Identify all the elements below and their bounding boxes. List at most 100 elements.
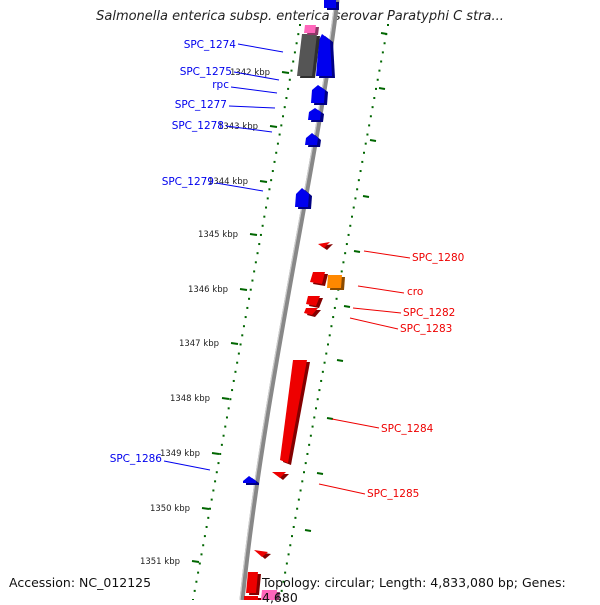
ruler-dot bbox=[297, 33, 300, 36]
length-label: Length: bbox=[378, 575, 427, 590]
feature-body bbox=[310, 272, 325, 284]
feature-body bbox=[280, 360, 307, 463]
ruler-dot bbox=[251, 279, 254, 282]
gene-label-reverse[interactable]: SPC_1280 bbox=[412, 252, 464, 264]
ruler-dot bbox=[315, 407, 317, 410]
outer-tick-mark bbox=[343, 305, 351, 308]
accession-value: NC_012125 bbox=[79, 575, 152, 590]
ruler-dot bbox=[380, 60, 383, 63]
ruler-dot bbox=[219, 452, 222, 455]
ruler-dot bbox=[333, 306, 336, 309]
ruler-dot bbox=[327, 343, 329, 346]
gene-arrow-top[interactable] bbox=[324, 0, 339, 10]
accession-label: Accession: bbox=[9, 575, 76, 590]
gene-arrow-spc-1283[interactable] bbox=[304, 308, 321, 317]
kbp-tick-label: 1349 kbp bbox=[160, 449, 200, 459]
ruler-dot bbox=[292, 60, 295, 63]
feature-body bbox=[318, 242, 330, 248]
gene-arrow-spc-1284[interactable] bbox=[280, 360, 310, 465]
ruler-dot bbox=[208, 507, 211, 510]
ruler-dot bbox=[363, 151, 365, 154]
ruler-dot bbox=[215, 471, 218, 474]
outer-tick-mark bbox=[353, 250, 361, 253]
gene-label-forward[interactable]: SPC_1274 bbox=[184, 39, 237, 51]
ruler-dot bbox=[236, 361, 239, 364]
gene-arrow-bottom[interactable] bbox=[246, 572, 261, 595]
kbp-tick-mark bbox=[249, 233, 258, 236]
ruler-dot bbox=[357, 179, 360, 182]
gene-arrow-spc-1282[interactable] bbox=[306, 296, 323, 308]
gene-label-forward[interactable]: SPC_1279 bbox=[162, 176, 214, 188]
gene-arrow-spc-1277[interactable] bbox=[308, 108, 324, 122]
ruler-dot bbox=[283, 106, 286, 109]
ruler-dot bbox=[210, 498, 213, 501]
gene-label-forward[interactable]: SPC_1275 bbox=[180, 66, 232, 78]
gene-label-reverse[interactable]: SPC_1283 bbox=[400, 323, 452, 335]
feature-body bbox=[244, 596, 258, 600]
gene-arrow-lower[interactable] bbox=[254, 550, 271, 559]
gene-label-forward[interactable]: SPC_1277 bbox=[175, 99, 227, 111]
outer-tick-mark bbox=[362, 195, 370, 198]
ruler-dot bbox=[231, 389, 234, 392]
ruler-dot bbox=[207, 516, 210, 519]
leader-line bbox=[237, 43, 284, 53]
ruler-dot bbox=[200, 553, 203, 556]
gene-arrow-cro[interactable] bbox=[327, 275, 345, 290]
gene-label-reverse[interactable]: SPC_1282 bbox=[403, 307, 455, 319]
gene-arrow-spc-1280[interactable] bbox=[318, 242, 333, 250]
ruler-dot bbox=[217, 462, 220, 465]
feature-body bbox=[272, 472, 286, 478]
kbp-tick-label: 1346 kbp bbox=[188, 285, 228, 295]
ruler-dot bbox=[276, 142, 279, 145]
gene-label-forward[interactable]: SPC_1278 bbox=[172, 120, 224, 132]
feature-body bbox=[297, 34, 317, 76]
ruler-dot bbox=[202, 544, 205, 547]
ruler-dot bbox=[256, 252, 259, 255]
gene-features[interactable] bbox=[243, 0, 345, 600]
kbp-tick-mark bbox=[281, 71, 290, 74]
ruler-dot bbox=[229, 398, 232, 401]
ruler-dot bbox=[220, 443, 223, 446]
gene-arrow-edge[interactable] bbox=[244, 596, 261, 600]
kbp-tick-mark bbox=[201, 507, 210, 510]
ruler-dot bbox=[330, 325, 333, 328]
leader-line bbox=[228, 105, 276, 109]
gene-arrow-spc-1278[interactable] bbox=[305, 133, 321, 147]
gene-arrow-spc-1279[interactable] bbox=[295, 188, 312, 209]
outer-tick-mark bbox=[304, 529, 312, 532]
gene-arrow-spc-1285[interactable] bbox=[272, 472, 289, 480]
ruler-dot bbox=[383, 42, 386, 45]
ruler-dot bbox=[352, 206, 355, 209]
ruler-dot bbox=[291, 535, 293, 538]
gene-label-reverse[interactable]: SPC_1284 bbox=[381, 423, 434, 435]
topology-value: circular; bbox=[324, 575, 375, 590]
feature-body bbox=[246, 572, 258, 593]
genes-label: Genes: bbox=[521, 575, 566, 590]
ruler-dot bbox=[239, 343, 242, 346]
leader-line bbox=[352, 307, 402, 314]
ruler-dot bbox=[378, 69, 381, 72]
ruler-dot bbox=[244, 316, 247, 319]
ruler-dot bbox=[347, 233, 350, 236]
gene-label-forward[interactable]: SPC_1286 bbox=[110, 453, 163, 465]
ruler-dot bbox=[354, 197, 357, 200]
gene-label-reverse[interactable]: cro bbox=[407, 286, 423, 298]
leader-line bbox=[349, 317, 399, 330]
kbp-tick-label: 1343 kbp bbox=[218, 122, 258, 132]
gene-arrow-spc-1286[interactable] bbox=[243, 476, 259, 485]
misc-feature-bottom[interactable] bbox=[261, 590, 280, 600]
feature-body bbox=[254, 550, 268, 557]
gene-label-forward[interactable]: rpc bbox=[212, 79, 229, 91]
gene-arrow-cro-left[interactable] bbox=[310, 272, 328, 286]
ruler-dot bbox=[299, 24, 301, 26]
misc-feature-top[interactable] bbox=[304, 25, 319, 35]
rna-feature[interactable] bbox=[297, 34, 320, 78]
feature-body bbox=[305, 133, 318, 145]
ruler-dot bbox=[225, 416, 228, 419]
gene-label-reverse[interactable]: SPC_1285 bbox=[367, 488, 419, 500]
gene-arrow-spc-1275[interactable] bbox=[311, 85, 328, 105]
ruler-dot bbox=[369, 115, 372, 118]
gene-arrow-spc-1274[interactable] bbox=[316, 34, 335, 78]
